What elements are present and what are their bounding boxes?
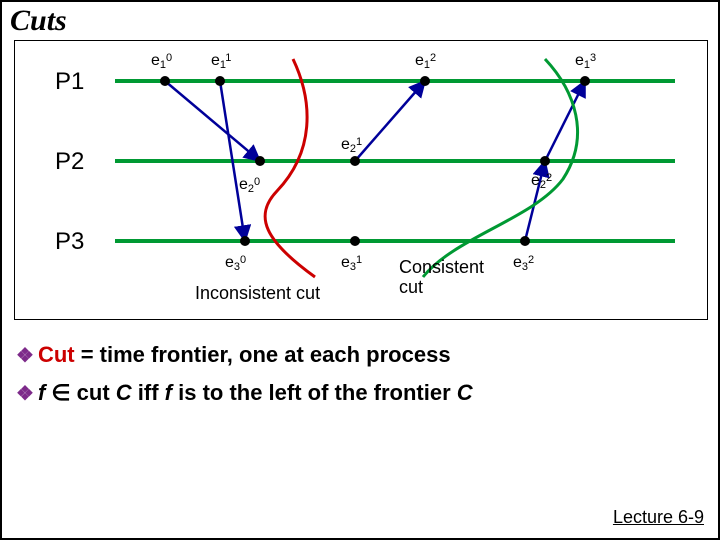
event-label-e31: e31 [341, 254, 362, 274]
event-dot-e31 [350, 236, 360, 246]
bullet-diamond-icon: ❖ [16, 345, 34, 367]
event-label-e30: e30 [225, 254, 246, 274]
event-label-e13: e13 [575, 52, 596, 72]
cut-inconsistent [265, 59, 315, 277]
process-label-p2: P2 [55, 148, 84, 175]
event-dot-e10 [160, 76, 170, 86]
event-dot-e11 [215, 76, 225, 86]
bullet-diamond-icon: ❖ [16, 383, 34, 405]
event-dot-e21 [350, 156, 360, 166]
event-label-e20: e20 [239, 176, 260, 196]
event-dot-e12 [420, 76, 430, 86]
slide-footer: Lecture 6-9 [613, 507, 704, 528]
diagram-frame: P1 P2 P3 Inconsistent cut Consistentcut e10 e1… [14, 40, 708, 320]
bullet-text: f ∈ cut C iff f is to the left of the fr… [38, 380, 473, 405]
slide-title: Cuts [10, 4, 67, 38]
slide-page: Cuts P1 P2 P3 Inconsistent cut Consistentcut… [0, 0, 720, 540]
message-arrow [355, 81, 425, 161]
event-label-e21: e21 [341, 136, 362, 156]
cut-label-consistent: Consistent [399, 257, 484, 277]
event-dot-e22 [540, 156, 550, 166]
event-dot-e32 [520, 236, 530, 246]
process-label-p3: P3 [55, 228, 84, 255]
event-dot-e20 [255, 156, 265, 166]
process-label-p1: P1 [55, 68, 84, 95]
event-dot-e30 [240, 236, 250, 246]
message-arrow [165, 81, 260, 161]
bullet-text: = time frontier, one at each process [75, 342, 451, 367]
bullet-text: Cut [38, 342, 75, 367]
event-label-e12: e12 [415, 52, 436, 72]
cut-consistent [423, 59, 578, 277]
bullet-item: ❖f ∈ cut C iff f is to the left of the f… [16, 380, 473, 406]
message-arrow [545, 81, 585, 161]
event-dot-e13 [580, 76, 590, 86]
event-label-e32: e32 [513, 254, 534, 274]
bullet-item: ❖Cut = time frontier, one at each proces… [16, 342, 451, 368]
event-label-e11: e11 [211, 52, 231, 72]
cuts-diagram: P1 P2 P3 Inconsistent cut Consistentcut e10 e1… [15, 41, 709, 321]
cut-label-inconsistent: Inconsistent cut [195, 283, 320, 303]
event-label-e10: e10 [151, 52, 172, 72]
cut-label-consistent-2: cut [399, 277, 423, 297]
